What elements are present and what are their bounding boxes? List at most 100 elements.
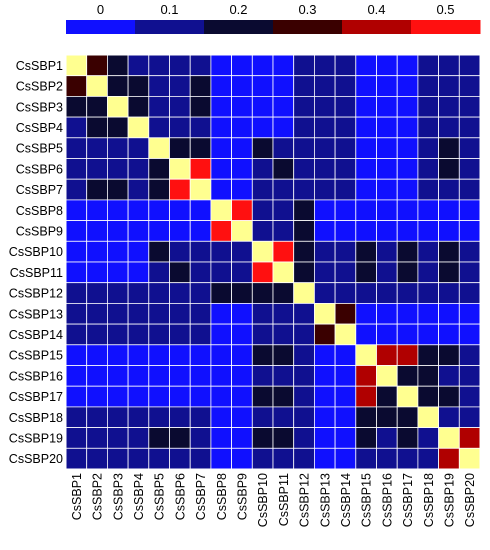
heatmap-cell [251,158,274,180]
column-label: CsSBP19 [442,473,456,527]
heatmap-cell [334,261,357,284]
heatmap-cell [376,75,398,97]
heatmap-cell [86,282,108,304]
row-label: CsSBP10 [9,245,63,259]
heatmap-cell [231,427,253,449]
heatmap-cell [313,240,336,263]
heatmap-cell [293,385,315,408]
column-label: CsSBP13 [318,473,332,527]
heatmap-cell [376,406,398,428]
heatmap-cell [189,261,212,284]
heatmap-cell [355,323,377,346]
heatmap-cell [86,220,108,242]
heatmap-cell [169,365,191,387]
heatmap-cell [396,447,419,470]
heatmap-cell [251,199,274,221]
heatmap-cell [293,365,315,387]
heatmap-cell [293,344,315,366]
heatmap-cell [210,302,232,325]
heatmap-cell [65,75,88,97]
heatmap-cell [438,261,460,284]
heatmap-cell [272,344,295,366]
heatmap-cell [334,54,357,77]
heatmap-cell [127,158,150,180]
heatmap-cell [272,116,295,139]
heatmap-cell [169,447,191,470]
heatmap-cell [272,220,295,242]
heatmap-cell [231,447,253,470]
heatmap-cell [417,137,439,159]
heatmap-cell [438,323,460,346]
heatmap-cell-diagonal [376,365,398,387]
heatmap-cell [458,116,481,139]
heatmap-cell [169,302,191,325]
heatmap-cell [189,427,212,449]
heatmap-cell [231,75,253,97]
heatmap-cell [169,199,191,221]
heatmap-cell [355,282,377,304]
heatmap-cell [355,385,377,408]
heatmap-cell [334,385,357,408]
heatmap-cell [313,54,336,77]
heatmap-cell [148,261,170,284]
heatmap-cell [334,220,357,242]
heatmap-cell [189,96,212,118]
heatmap-cell [148,282,170,304]
heatmap-cell [107,116,129,139]
heatmap-cell [86,365,108,387]
heatmap-cell [210,323,232,346]
heatmap-cell [355,406,377,428]
heatmap-cell [148,323,170,346]
heatmap-cell [313,199,336,221]
heatmap-cell [355,116,377,139]
heatmap-cell [148,96,170,118]
colorbar-segment [66,20,136,34]
heatmap-cell [417,240,439,263]
heatmap-cell [86,302,108,325]
heatmap-cell [107,199,129,221]
heatmap-cell-diagonal [272,261,295,284]
heatmap-cell [313,137,336,159]
heatmap-cell [417,96,439,118]
heatmap-cell [334,282,357,304]
heatmap-cell [272,427,295,449]
heatmap-cell [127,447,150,470]
heatmap-cell [313,96,336,118]
column-label: CsSBP3 [111,473,125,520]
heatmap-cell [107,427,129,449]
heatmap-cell [251,344,274,366]
heatmap-cell [189,282,212,304]
heatmap-cell [231,137,253,159]
heatmap-cell [376,282,398,304]
heatmap-cell [396,302,419,325]
heatmap-cell [65,240,88,263]
heatmap-cell [251,178,274,201]
heatmap-cell [189,447,212,470]
heatmap-cell [65,406,88,428]
heatmap-cell [148,178,170,201]
heatmap-cell [65,199,88,221]
heatmap-cell [293,261,315,284]
heatmap-cell [396,220,419,242]
heatmap-cell [189,54,212,77]
column-label: CsSBP14 [339,473,353,527]
heatmap-cell [334,302,357,325]
heatmap-cell [438,137,460,159]
heatmap-cells [65,54,481,470]
column-label: CsSBP2 [91,473,105,520]
heatmap-cell [210,158,232,180]
heatmap-cell [169,54,191,77]
heatmap-cell [251,54,274,77]
heatmap-cell [65,447,88,470]
heatmap-cell [86,406,108,428]
heatmap-cell [334,199,357,221]
heatmap-cell [107,406,129,428]
heatmap-cell [293,323,315,346]
heatmap-cell [417,261,439,284]
heatmap-cell [272,199,295,221]
heatmap-cell [458,158,481,180]
heatmap-cell [396,137,419,159]
heatmap-cell [231,282,253,304]
column-label: CsSBP1 [70,473,84,520]
